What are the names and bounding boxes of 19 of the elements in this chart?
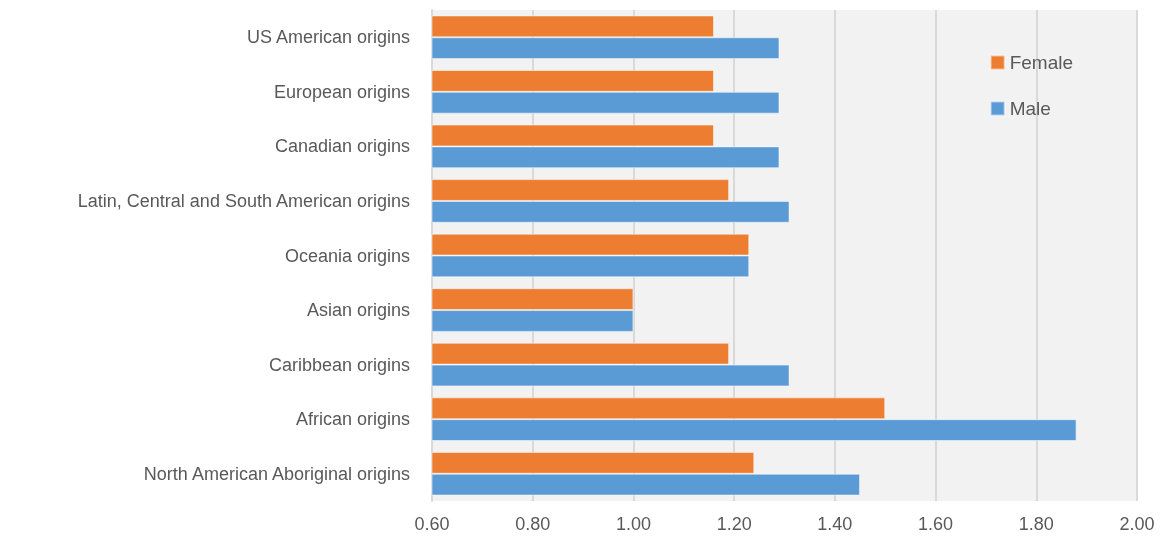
- x-tick-label: 0.80: [515, 514, 551, 534]
- x-tick-label: 0.60: [414, 514, 450, 534]
- y-tick-label: Asian origins: [306, 300, 410, 321]
- x-tick-label: 2.00: [1119, 514, 1155, 534]
- legend-label: Female: [1009, 52, 1073, 73]
- x-tick-label: 1.40: [817, 514, 853, 534]
- x-tick-label: 1.80: [1018, 514, 1054, 534]
- x-tick-label: 1.60: [918, 514, 954, 534]
- y-tick-label: Caribbean origins: [268, 354, 410, 375]
- legend-label: Male: [1009, 98, 1051, 119]
- y-tick-label: US American origins: [246, 27, 410, 48]
- y-tick-label: Latin, Central and South American origins: [77, 190, 410, 211]
- y-tick-label: North American Aboriginal origins: [143, 463, 410, 484]
- y-tick-label: European origins: [273, 81, 410, 102]
- y-tick-label: African origins: [295, 409, 410, 430]
- x-tick-label: 1.20: [716, 514, 752, 534]
- y-tick-label: Oceania origins: [284, 245, 410, 266]
- y-tick-label: Canadian origins: [274, 136, 410, 157]
- x-tick-label: 1.00: [615, 514, 651, 534]
